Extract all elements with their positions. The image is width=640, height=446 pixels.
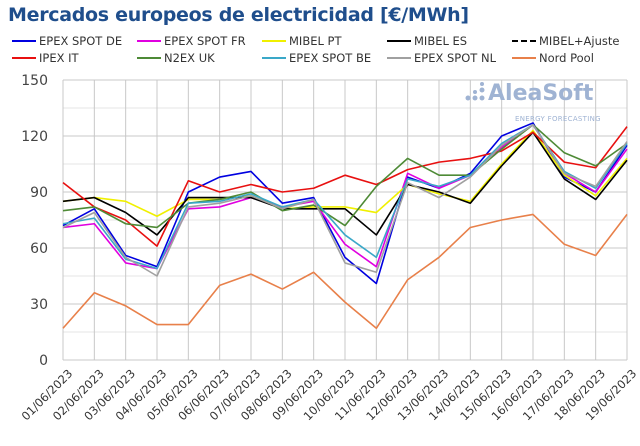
legend-item: EPEX SPOT NL bbox=[387, 51, 512, 65]
legend-swatch bbox=[262, 57, 286, 59]
chart-title: Mercados europeos de electricidad [€/MWh… bbox=[8, 4, 469, 26]
legend-label: EPEX SPOT DE bbox=[39, 34, 123, 48]
legend-item: EPEX SPOT FR bbox=[137, 34, 262, 48]
legend-label: EPEX SPOT BE bbox=[289, 51, 372, 65]
legend-label: IPEX IT bbox=[39, 51, 79, 65]
legend-label: EPEX SPOT FR bbox=[164, 34, 246, 48]
y-tick-label: 0 bbox=[39, 353, 48, 369]
legend-label: EPEX SPOT NL bbox=[414, 51, 496, 65]
y-tick-label: 30 bbox=[30, 297, 48, 313]
legend-swatch bbox=[137, 57, 161, 59]
legend-label: Nord Pool bbox=[539, 51, 594, 65]
legend-swatch bbox=[12, 40, 36, 42]
legend-label: MIBEL ES bbox=[414, 34, 468, 48]
watermark-brand: AleaSoft bbox=[488, 81, 594, 106]
legend-swatch bbox=[512, 57, 536, 59]
y-tick-label: 60 bbox=[30, 241, 48, 257]
watermark-tagline: ENERGY FORECASTING bbox=[515, 115, 601, 123]
legend-label: N2EX UK bbox=[164, 51, 215, 65]
legend: EPEX SPOT DE EPEX SPOT FR MIBEL PT MIBEL ES… bbox=[12, 34, 637, 65]
y-tick-label: 90 bbox=[30, 185, 48, 201]
legend-item: MIBEL ES bbox=[387, 34, 512, 48]
legend-swatch bbox=[12, 57, 36, 59]
aleasoft-watermark: AleaSoft ENERGY FORECASTING bbox=[465, 81, 601, 123]
legend-swatch bbox=[262, 40, 286, 42]
legend-item: MIBEL+Ajuste bbox=[512, 34, 637, 48]
series-line-nord-pool bbox=[62, 213, 628, 330]
series-line-ipex-it bbox=[62, 126, 628, 247]
legend-label: MIBEL PT bbox=[289, 34, 342, 48]
legend-item: IPEX IT bbox=[12, 51, 137, 65]
legend-item: MIBEL PT bbox=[262, 34, 387, 48]
legend-swatch bbox=[387, 57, 411, 59]
legend-swatch bbox=[387, 40, 411, 42]
legend-item: EPEX SPOT DE bbox=[12, 34, 137, 48]
legend-swatch bbox=[137, 40, 161, 42]
legend-item: Nord Pool bbox=[512, 51, 637, 65]
y-tick-label: 120 bbox=[21, 129, 48, 145]
legend-swatch bbox=[512, 40, 536, 42]
y-tick-label: 150 bbox=[21, 73, 48, 89]
legend-item: EPEX SPOT BE bbox=[262, 51, 387, 65]
series-line-mibel-pt bbox=[62, 129, 628, 218]
legend-item: N2EX UK bbox=[137, 51, 262, 65]
series-line-epex-spot-de bbox=[62, 122, 628, 285]
series-line-epex-spot-nl bbox=[62, 124, 628, 277]
legend-label: MIBEL+Ajuste bbox=[539, 34, 620, 48]
